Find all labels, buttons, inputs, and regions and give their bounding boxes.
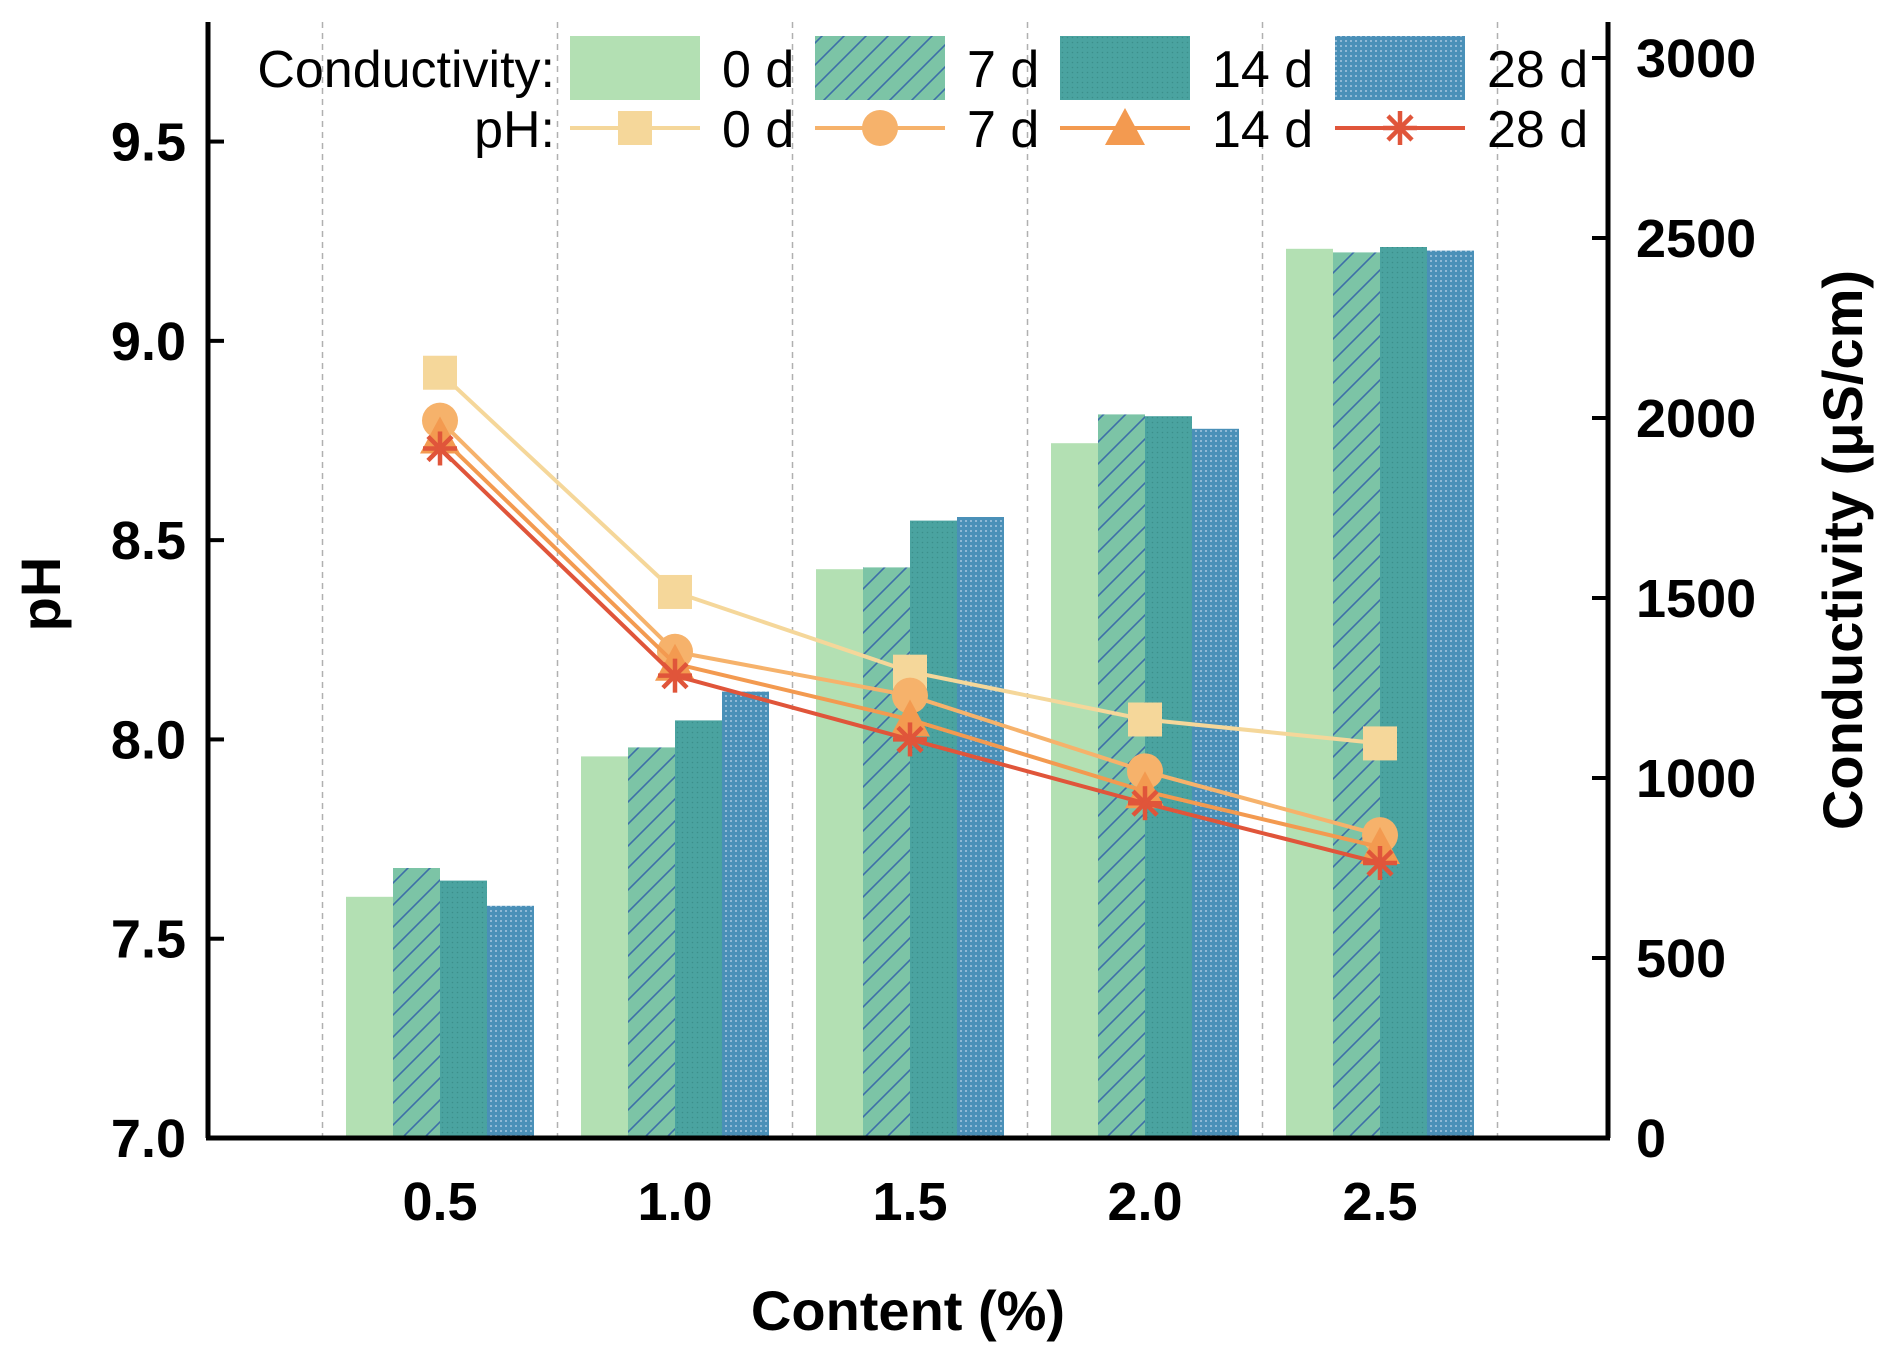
legend-label-bar: 0 d [722, 41, 794, 99]
bar-7d-0.5 [393, 868, 440, 1138]
x-tick-label: 1.5 [872, 1172, 947, 1232]
y2-tick-label: 3000 [1636, 29, 1756, 89]
legend-marker-asterisk [1383, 111, 1417, 145]
x-axis-title: Content (%) [751, 1279, 1065, 1342]
legend-ph-label: pH: [474, 101, 555, 159]
legend-swatch-bar-28d [1335, 36, 1465, 100]
bar-28d-1.5 [957, 517, 1004, 1138]
point-ph-0d-2.5 [1363, 726, 1397, 761]
y2-tick-label: 1000 [1636, 749, 1756, 809]
bars-layer [346, 247, 1474, 1139]
y-tick-label: 9.5 [111, 113, 186, 173]
x-tick-label: 0.5 [402, 1172, 477, 1232]
point-ph-7d-1.5 [892, 677, 928, 714]
bar-14d-1.0 [675, 720, 722, 1138]
bar-14d-2.5 [1380, 247, 1427, 1138]
bar-14d-1.5 [910, 520, 957, 1138]
grid-layer [321, 22, 1499, 1138]
y-axis-title: pH [9, 557, 72, 632]
legend-label-line: 14 d [1212, 101, 1313, 159]
x-tick-label: 2.5 [1342, 1172, 1417, 1232]
point-ph-0d-2.0 [1128, 702, 1162, 737]
legend-marker-circle [862, 110, 898, 146]
bar-28d-0.5 [487, 905, 534, 1138]
y2-tick-label: 2000 [1636, 389, 1756, 449]
y2-tick-label: 0 [1636, 1109, 1666, 1169]
point-ph-28d-1.5 [893, 722, 927, 757]
bar-7d-1.5 [863, 567, 910, 1138]
axes-layer: 7.0 7.5 8.0 8.5 9.0 9.5 0 500 1000 1500 2000 2500 30… [9, 22, 1874, 1342]
legend-marker-square [618, 111, 652, 145]
legend-label-line: 0 d [722, 101, 794, 159]
y-tick-label: 8.0 [111, 710, 186, 770]
y-tick-label: 7.0 [111, 1109, 186, 1169]
legend-swatch-bar-14d [1060, 36, 1190, 100]
point-ph-0d-1.0 [658, 574, 692, 609]
point-ph-28d-2.5 [1363, 845, 1397, 880]
bar-0d-2.5 [1286, 248, 1333, 1139]
bar-28d-2.5 [1427, 250, 1474, 1139]
y2-tick-label: 500 [1636, 929, 1726, 989]
bar-7d-1.0 [628, 747, 675, 1138]
lines-layer [420, 355, 1400, 880]
legend-marker-triangle [1105, 108, 1145, 145]
point-ph-0d-0.5 [423, 355, 457, 390]
y-tick-label: 7.5 [111, 910, 186, 970]
y2-tick-label: 2500 [1636, 209, 1756, 269]
y-tick-label: 8.5 [111, 511, 186, 571]
legend-label-bar: 28 d [1487, 41, 1588, 99]
x-tick-label: 2.0 [1107, 1172, 1182, 1232]
bar-28d-1.0 [722, 691, 769, 1138]
bar-14d-0.5 [440, 880, 487, 1138]
legend-conductivity-label: Conductivity: [257, 41, 555, 99]
y2-tick-label: 1500 [1636, 569, 1756, 629]
y-tick-label: 9.0 [111, 312, 186, 372]
y2-axis-title: Conductivity (μS/cm) [1811, 270, 1874, 830]
point-ph-28d-2.0 [1128, 786, 1162, 821]
bar-0d-1.0 [581, 756, 628, 1138]
bar-7d-2.5 [1333, 252, 1380, 1138]
legend-label-line: 7 d [967, 101, 1039, 159]
bar-28d-2.0 [1192, 428, 1239, 1138]
x-tick-label: 1.0 [637, 1172, 712, 1232]
point-ph-28d-0.5 [423, 431, 457, 466]
legend-swatch-bar-7d [815, 36, 945, 100]
bar-0d-0.5 [346, 896, 393, 1138]
point-ph-28d-1.0 [658, 658, 692, 693]
legend-label-bar: 7 d [967, 41, 1039, 99]
legend-swatch-bar-0d [570, 36, 700, 100]
legend-label-line: 28 d [1487, 101, 1588, 159]
legend-label-bar: 14 d [1212, 41, 1313, 99]
bar-0d-2.0 [1051, 443, 1098, 1138]
bar-0d-1.5 [816, 569, 863, 1138]
legend-layer: Conductivity:pH: 0 d 7 d 14 d 28 d 0 d 7 d 14 d… [257, 36, 1588, 159]
